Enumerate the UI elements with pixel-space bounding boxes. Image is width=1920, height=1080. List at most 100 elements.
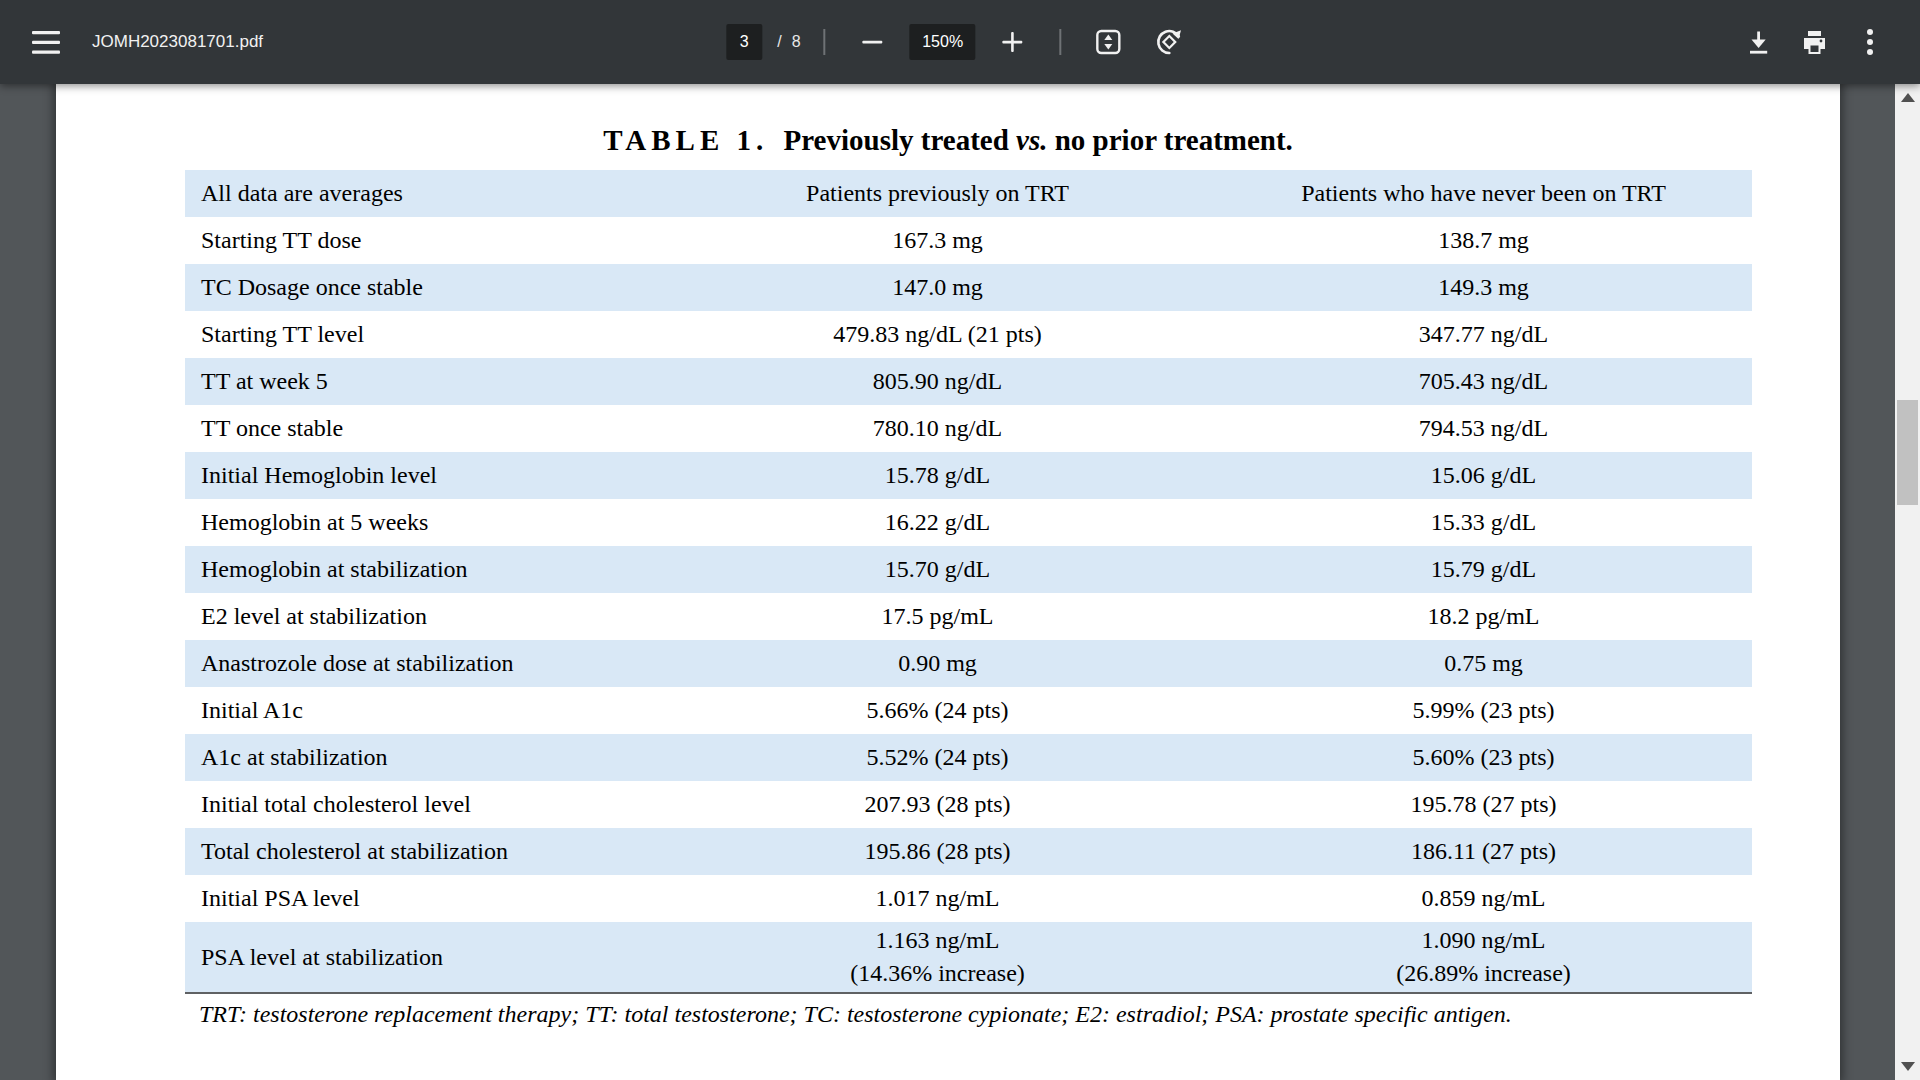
more-vertical-icon — [1866, 28, 1874, 56]
table-row: Total cholesterol at stabilization195.86… — [185, 828, 1752, 875]
zoom-level: 150% — [910, 24, 976, 60]
table-row: TT at week 5805.90 ng/dL705.43 ng/dL — [185, 358, 1752, 405]
table-row: TC Dosage once stable147.0 mg149.3 mg — [185, 264, 1752, 311]
table-title-label: TABLE 1. — [603, 124, 768, 156]
zoom-in-button[interactable] — [989, 18, 1037, 66]
more-options-button[interactable] — [1846, 18, 1894, 66]
table-body: Starting TT dose167.3 mg138.7 mgTC Dosag… — [185, 217, 1752, 993]
hamburger-icon — [32, 31, 60, 54]
comparison-table: All data are averages Patients previousl… — [185, 170, 1752, 994]
table-title-text: no prior treatment. — [1055, 124, 1293, 156]
print-button[interactable] — [1790, 18, 1838, 66]
table-row: Initial total cholesterol level207.93 (2… — [185, 781, 1752, 828]
menu-button[interactable] — [22, 18, 70, 66]
row-value: 15.33 g/dL — [1215, 499, 1752, 546]
pdf-page: TABLE 1. Previously treated vs. no prior… — [56, 84, 1840, 1080]
table-title: TABLE 1. Previously treated vs. no prior… — [56, 124, 1840, 157]
row-value: 5.66% (24 pts) — [660, 687, 1215, 734]
row-value: 0.75 mg — [1215, 640, 1752, 687]
table-row: Initial A1c5.66% (24 pts)5.99% (23 pts) — [185, 687, 1752, 734]
row-value: 479.83 ng/dL (21 pts) — [660, 311, 1215, 358]
row-value: 147.0 mg — [660, 264, 1215, 311]
row-label: PSA level at stabilization — [185, 922, 660, 993]
row-value: 149.3 mg — [1215, 264, 1752, 311]
column-header: All data are averages — [185, 170, 660, 217]
page-count: /8 — [777, 33, 800, 51]
toolbar-right-actions — [1734, 18, 1920, 66]
row-value: 15.70 g/dL — [660, 546, 1215, 593]
page-number-input[interactable] — [726, 24, 762, 60]
row-value: 15.79 g/dL — [1215, 546, 1752, 593]
row-value: 780.10 ng/dL — [660, 405, 1215, 452]
minus-icon — [862, 31, 884, 53]
pdf-viewer-toolbar: JOMH2023081701.pdf /8 150% — [0, 0, 1920, 84]
table-row: Hemoglobin at stabilization15.70 g/dL15.… — [185, 546, 1752, 593]
scroll-up-arrow-icon[interactable] — [1901, 93, 1915, 102]
row-value: 5.52% (24 pts) — [660, 734, 1215, 781]
fit-to-page-icon — [1095, 28, 1123, 56]
column-header: Patients who have never been on TRT — [1215, 170, 1752, 217]
download-icon — [1745, 29, 1772, 56]
row-label: Hemoglobin at 5 weeks — [185, 499, 660, 546]
download-button[interactable] — [1734, 18, 1782, 66]
row-value: 5.99% (23 pts) — [1215, 687, 1752, 734]
table-row: Initial Hemoglobin level15.78 g/dL15.06 … — [185, 452, 1752, 499]
row-value: 1.163 ng/mL(14.36% increase) — [660, 922, 1215, 993]
rotate-button[interactable] — [1146, 18, 1194, 66]
zoom-out-button[interactable] — [849, 18, 897, 66]
row-label: TC Dosage once stable — [185, 264, 660, 311]
row-label: Hemoglobin at stabilization — [185, 546, 660, 593]
row-value: 0.859 ng/mL — [1215, 875, 1752, 922]
row-value: 138.7 mg — [1215, 217, 1752, 264]
pdf-viewer-canvas: TABLE 1. Previously treated vs. no prior… — [0, 84, 1920, 1080]
row-label: Initial PSA level — [185, 875, 660, 922]
row-value: 186.11 (27 pts) — [1215, 828, 1752, 875]
row-value: 16.22 g/dL — [660, 499, 1215, 546]
row-value: 207.93 (28 pts) — [660, 781, 1215, 828]
print-icon — [1801, 29, 1828, 56]
row-value: 195.86 (28 pts) — [660, 828, 1215, 875]
vertical-scrollbar[interactable] — [1895, 84, 1920, 1080]
table-row: A1c at stabilization5.52% (24 pts)5.60% … — [185, 734, 1752, 781]
row-value: 15.78 g/dL — [660, 452, 1215, 499]
row-label: Initial A1c — [185, 687, 660, 734]
scroll-down-arrow-icon[interactable] — [1901, 1062, 1915, 1071]
row-label: Anastrozole dose at stabilization — [185, 640, 660, 687]
document-title: JOMH2023081701.pdf — [92, 32, 263, 52]
rotate-counterclockwise-icon — [1156, 28, 1184, 56]
row-value: 167.3 mg — [660, 217, 1215, 264]
row-value: 0.90 mg — [660, 640, 1215, 687]
toolbar-divider — [824, 29, 826, 55]
row-label: A1c at stabilization — [185, 734, 660, 781]
table-row: E2 level at stabilization17.5 pg/mL18.2 … — [185, 593, 1752, 640]
page-zoom-controls: /8 150% — [726, 0, 1193, 84]
row-label: Total cholesterol at stabilization — [185, 828, 660, 875]
table-title-vs: vs. — [1016, 124, 1047, 156]
table-row: Anastrozole dose at stabilization0.90 mg… — [185, 640, 1752, 687]
row-value: 705.43 ng/dL — [1215, 358, 1752, 405]
table-row: Initial PSA level1.017 ng/mL0.859 ng/mL — [185, 875, 1752, 922]
row-label: TT once stable — [185, 405, 660, 452]
row-value: 195.78 (27 pts) — [1215, 781, 1752, 828]
row-value: 1.090 ng/mL(26.89% increase) — [1215, 922, 1752, 993]
table-row: Starting TT level479.83 ng/dL (21 pts)34… — [185, 311, 1752, 358]
plus-icon — [1002, 31, 1024, 53]
row-value: 15.06 g/dL — [1215, 452, 1752, 499]
row-value: 347.77 ng/dL — [1215, 311, 1752, 358]
scrollbar-thumb[interactable] — [1897, 400, 1918, 505]
column-header: Patients previously on TRT — [660, 170, 1215, 217]
row-value: 5.60% (23 pts) — [1215, 734, 1752, 781]
row-value: 18.2 pg/mL — [1215, 593, 1752, 640]
table-row: PSA level at stabilization1.163 ng/mL(14… — [185, 922, 1752, 993]
row-value: 1.017 ng/mL — [660, 875, 1215, 922]
row-label: TT at week 5 — [185, 358, 660, 405]
row-label: Initial total cholesterol level — [185, 781, 660, 828]
table-row: Hemoglobin at 5 weeks16.22 g/dL15.33 g/d… — [185, 499, 1752, 546]
fit-to-page-button[interactable] — [1085, 18, 1133, 66]
table-title-text: Previously treated — [784, 124, 1009, 156]
row-value: 17.5 pg/mL — [660, 593, 1215, 640]
row-label: Initial Hemoglobin level — [185, 452, 660, 499]
table-header-row: All data are averages Patients previousl… — [185, 170, 1752, 217]
toolbar-divider — [1060, 29, 1062, 55]
row-value: 794.53 ng/dL — [1215, 405, 1752, 452]
